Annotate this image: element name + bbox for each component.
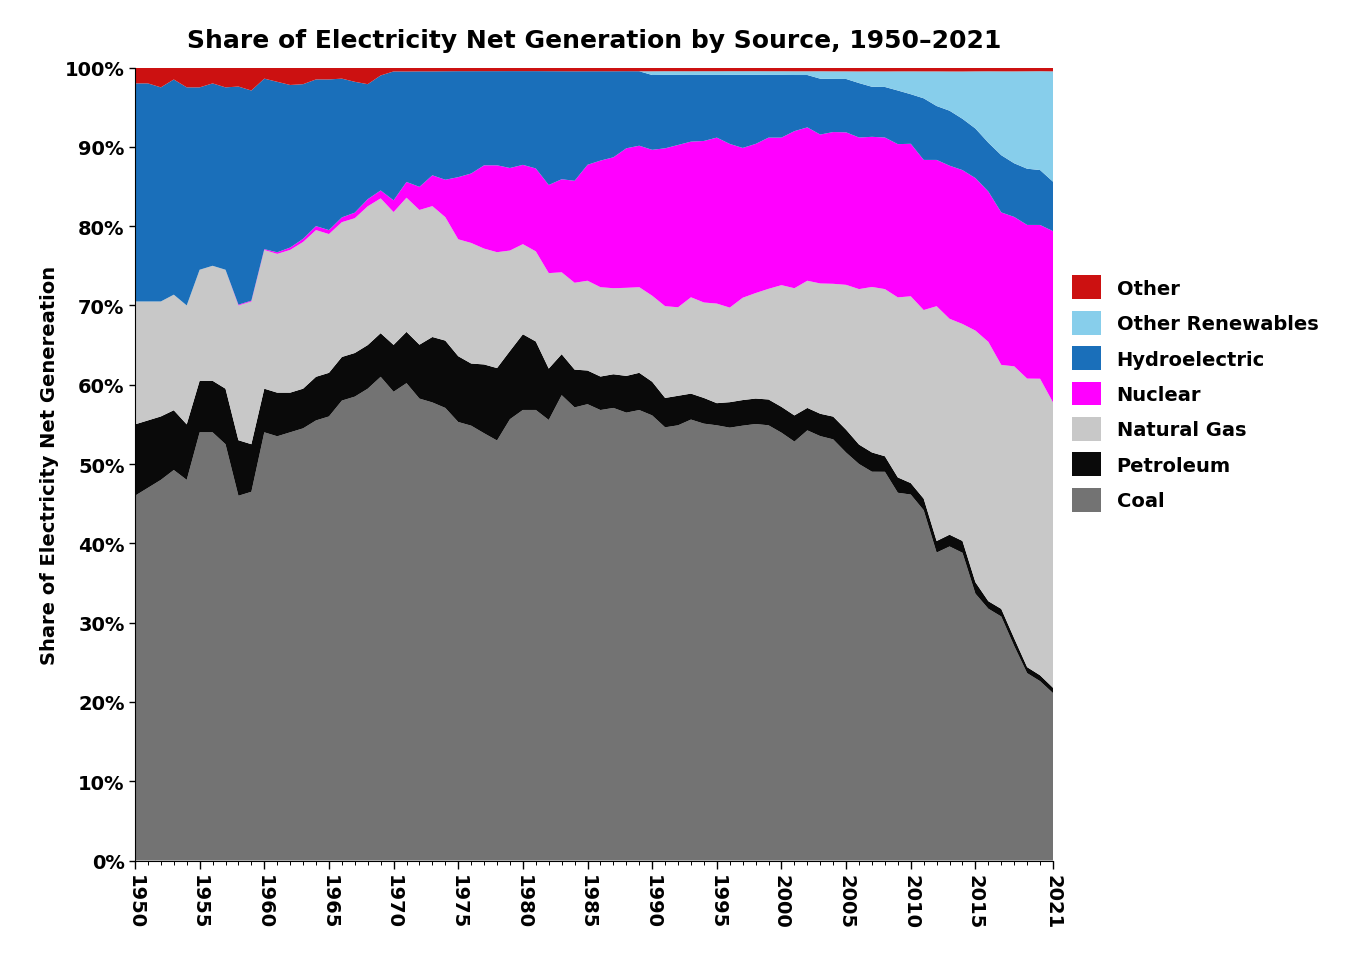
Y-axis label: Share of Electricity Net Genereation: Share of Electricity Net Genereation	[40, 265, 59, 664]
Legend: Other, Other Renewables, Hydroelectric, Nuclear, Natural Gas, Petroleum, Coal: Other, Other Renewables, Hydroelectric, …	[1072, 276, 1319, 512]
Title: Share of Electricity Net Generation by Source, 1950–2021: Share of Electricity Net Generation by S…	[186, 28, 1002, 53]
